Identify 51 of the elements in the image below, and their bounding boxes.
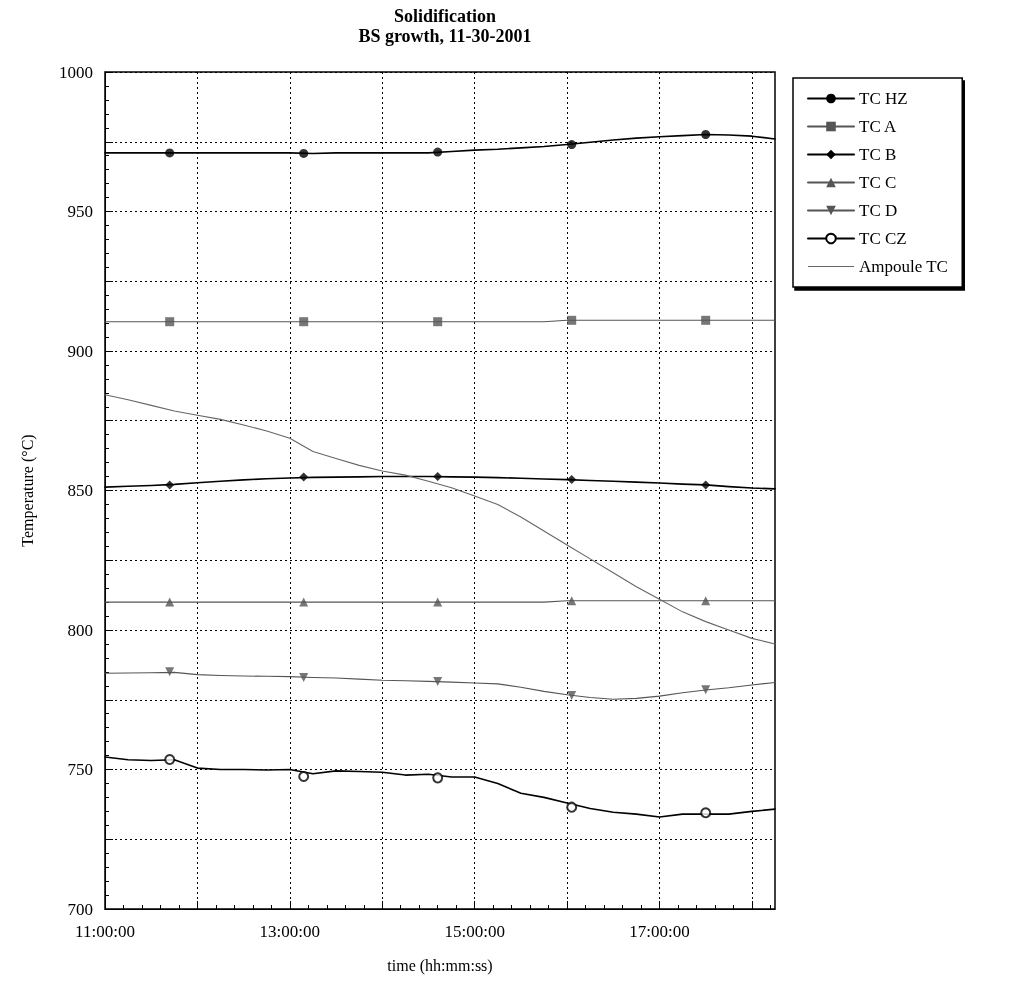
y-tick-label: 800: [67, 620, 93, 640]
point: [432, 772, 444, 784]
legend-label: Ampoule TC: [859, 257, 948, 276]
point: [164, 753, 176, 765]
y-tick-label: 700: [67, 899, 93, 919]
point: [567, 140, 577, 150]
x-tick-label: 15:00:00: [444, 922, 505, 941]
point: [298, 770, 310, 782]
point: [567, 315, 577, 325]
chart-title: Solidification: [393, 6, 497, 26]
line-series: [104, 394, 776, 645]
point: [299, 597, 309, 607]
point: [299, 672, 309, 682]
y-tick-label: 750: [67, 760, 93, 779]
point: [567, 475, 577, 485]
point: [165, 317, 175, 327]
point: [567, 691, 577, 701]
y-axis-title: Temperature (°C): [18, 434, 37, 547]
point: [433, 317, 443, 327]
x-tick-label: 17:00:00: [629, 922, 690, 941]
x-tick-label: 13:00:00: [259, 922, 321, 941]
point: [165, 667, 175, 677]
point: [701, 315, 711, 325]
point: [433, 677, 443, 687]
point: [566, 801, 578, 813]
point: [299, 317, 309, 327]
point: [701, 130, 711, 139]
point: [433, 147, 443, 157]
point: [701, 480, 711, 490]
legend-label: TC D: [859, 201, 898, 220]
point: [165, 148, 175, 158]
point: [433, 597, 443, 607]
y-tick-label: 900: [67, 341, 93, 361]
y-tick-label: 950: [67, 202, 93, 221]
point: [165, 597, 175, 607]
point: [433, 472, 443, 482]
chart-subtitle: BS growth, 11-30-2001: [358, 26, 532, 46]
point: [165, 480, 175, 490]
y-tick-label: 850: [67, 481, 93, 500]
legend-label: TC HZ: [859, 89, 908, 108]
point: [299, 472, 309, 482]
y-tick-label: 1000: [59, 62, 93, 82]
legend-label: TC CZ: [859, 229, 907, 248]
x-axis-title: time (hh:mm:ss): [387, 956, 493, 975]
legend-label: TC B: [859, 145, 897, 164]
legend-label: TC C: [859, 173, 897, 192]
point: [299, 148, 309, 158]
legend-label: TC A: [859, 117, 898, 136]
point: [700, 807, 712, 819]
point: [701, 685, 711, 695]
x-tick-label: 11:00:00: [75, 922, 135, 941]
